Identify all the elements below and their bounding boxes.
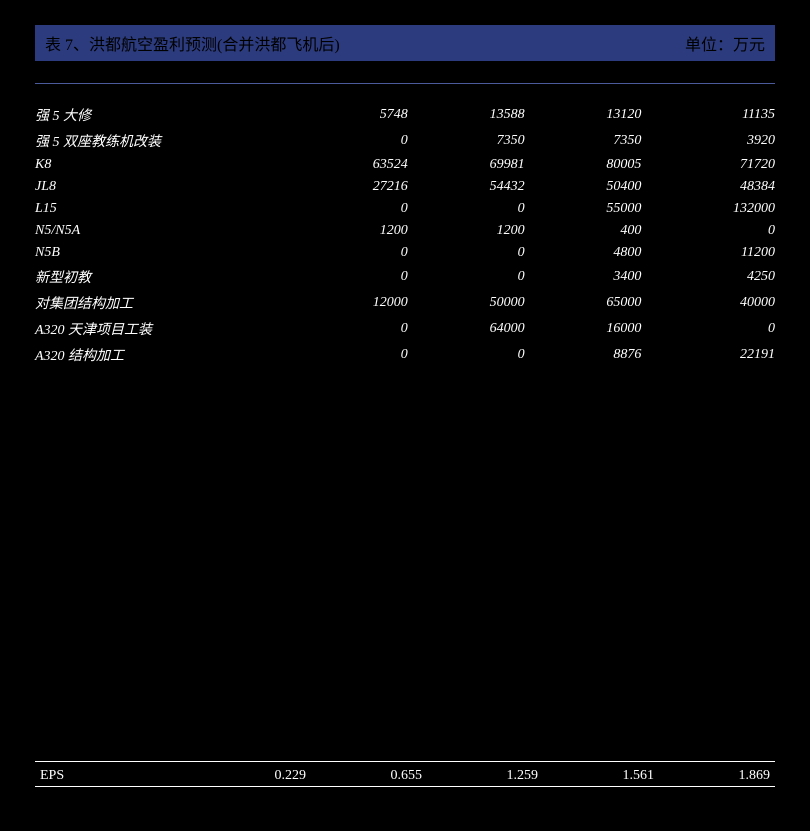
table-row: N5B00480011200 <box>35 242 775 264</box>
row-value: 65000 <box>525 290 642 316</box>
row-value: 12000 <box>291 290 408 316</box>
table-row: 对集团结构加工12000500006500040000 <box>35 290 775 316</box>
eps-row: EPS 0.229 0.655 1.259 1.561 1.869 <box>35 766 775 786</box>
row-value: 27216 <box>291 176 408 198</box>
row-value: 0 <box>291 242 408 264</box>
row-value: 1200 <box>408 220 525 242</box>
row-value: 71720 <box>641 154 775 176</box>
footer-section: EPS 0.229 0.655 1.259 1.561 1.869 <box>35 761 775 791</box>
row-value: 55000 <box>525 198 642 220</box>
row-value: 0 <box>641 316 775 342</box>
table-row: N5/N5A120012004000 <box>35 220 775 242</box>
row-value: 11200 <box>641 242 775 264</box>
table-row: A320 天津项目工装064000160000 <box>35 316 775 342</box>
row-value: 0 <box>291 264 408 290</box>
table-row: K863524699818000571720 <box>35 154 775 176</box>
row-value: 0 <box>291 198 408 220</box>
row-label: 新型初教 <box>35 264 291 290</box>
eps-value: 1.869 <box>654 768 770 784</box>
eps-label: EPS <box>40 768 190 784</box>
row-label: A320 天津项目工装 <box>35 316 291 342</box>
row-value: 5748 <box>291 102 408 128</box>
row-value: 0 <box>291 128 408 154</box>
row-label: K8 <box>35 154 291 176</box>
row-value: 7350 <box>525 128 642 154</box>
eps-value: 1.259 <box>422 768 538 784</box>
table-row: 强 5 大修5748135881312011135 <box>35 102 775 128</box>
row-value: 4800 <box>525 242 642 264</box>
row-value: 400 <box>525 220 642 242</box>
row-label: L15 <box>35 198 291 220</box>
row-value: 7350 <box>408 128 525 154</box>
table-row: A320 结构加工00887622191 <box>35 342 775 368</box>
row-value: 0 <box>408 342 525 368</box>
row-value: 0 <box>408 198 525 220</box>
table-row: 新型初教0034004250 <box>35 264 775 290</box>
table-header-bar: 表 7、洪都航空盈利预测(合并洪都飞机后) 单位：万元 <box>35 25 775 61</box>
row-value: 3920 <box>641 128 775 154</box>
table-unit: 单位：万元 <box>685 31 765 55</box>
row-value: 50000 <box>408 290 525 316</box>
row-value: 132000 <box>641 198 775 220</box>
table-row: L150055000132000 <box>35 198 775 220</box>
row-value: 4250 <box>641 264 775 290</box>
row-label: A320 结构加工 <box>35 342 291 368</box>
row-label: N5B <box>35 242 291 264</box>
row-value: 3400 <box>525 264 642 290</box>
row-value: 63524 <box>291 154 408 176</box>
row-value: 0 <box>408 264 525 290</box>
row-value: 1200 <box>291 220 408 242</box>
row-value: 22191 <box>641 342 775 368</box>
row-value: 0 <box>291 342 408 368</box>
row-value: 80005 <box>525 154 642 176</box>
row-value: 11135 <box>641 102 775 128</box>
financial-table: 强 5 大修5748135881312011135强 5 双座教练机改装0735… <box>35 102 775 368</box>
row-value: 0 <box>408 242 525 264</box>
row-label: 对集团结构加工 <box>35 290 291 316</box>
row-value: 0 <box>291 316 408 342</box>
row-value: 40000 <box>641 290 775 316</box>
row-value: 13120 <box>525 102 642 128</box>
row-value: 16000 <box>525 316 642 342</box>
row-label: N5/N5A <box>35 220 291 242</box>
row-value: 13588 <box>408 102 525 128</box>
row-value: 64000 <box>408 316 525 342</box>
eps-value: 0.655 <box>306 768 422 784</box>
top-divider <box>35 83 775 84</box>
table-row: 强 5 双座教练机改装0735073503920 <box>35 128 775 154</box>
row-label: JL8 <box>35 176 291 198</box>
row-value: 50400 <box>525 176 642 198</box>
table-title: 表 7、洪都航空盈利预测(合并洪都飞机后) <box>45 31 340 55</box>
row-value: 54432 <box>408 176 525 198</box>
row-value: 69981 <box>408 154 525 176</box>
row-label: 强 5 双座教练机改装 <box>35 128 291 154</box>
table-row: JL827216544325040048384 <box>35 176 775 198</box>
row-label: 强 5 大修 <box>35 102 291 128</box>
footer-bottom-divider <box>35 786 775 787</box>
eps-value: 0.229 <box>190 768 306 784</box>
row-value: 48384 <box>641 176 775 198</box>
eps-value: 1.561 <box>538 768 654 784</box>
footer-top-divider <box>35 761 775 762</box>
row-value: 8876 <box>525 342 642 368</box>
row-value: 0 <box>641 220 775 242</box>
